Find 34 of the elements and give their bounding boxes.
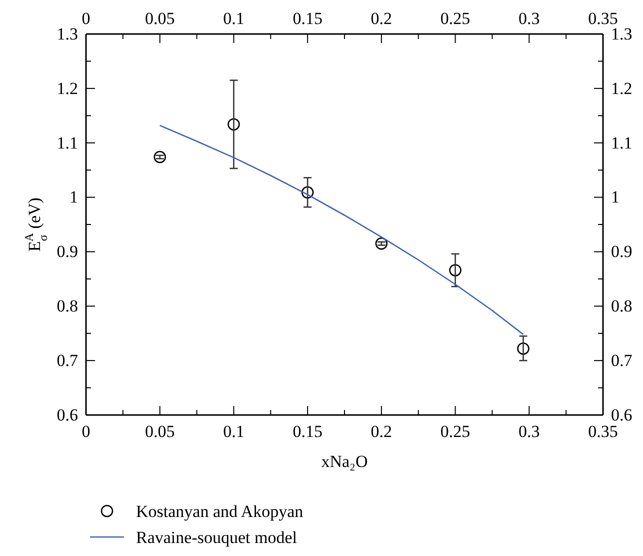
y-tick-label: 0.8 [56,296,78,316]
x-tick-label: 0 [82,9,90,28]
y-tick-label: 1.2 [56,78,78,98]
x2-tick-label: 0.1 [223,422,244,442]
y-tick-label: 1.3 [56,24,78,44]
y2-tick-label: 1 [611,188,620,207]
x-axis-title: xNa₂O [321,452,368,471]
x2-tick-label: 0.05 [144,422,175,442]
x-tick-label: 0.25 [440,9,470,28]
y2-tick-label: 0.9 [611,242,632,262]
y-tick-label: 0.9 [56,242,78,262]
y2-tick-label: 0.7 [611,351,633,370]
x2-tick-label: 0.15 [292,422,322,442]
x2-tick-label: 0 [82,422,90,442]
y-tick-label: 1.1 [56,133,78,152]
y2-tick-label: 0.8 [611,296,632,316]
x-tick-label: 0.15 [292,9,322,28]
x-tick-label: 0.2 [370,9,392,28]
y-tick-label: 1 [70,188,78,207]
x2-tick-label: 0.2 [370,422,392,442]
x2-tick-label: 0.3 [518,422,540,442]
x2-tick-label: 0.35 [588,422,618,442]
legend-label: Ravaine-souquet model [136,528,298,547]
y2-tick-label: 1.1 [611,133,632,152]
line-series [159,124,524,336]
y-tick-label: 0.7 [56,351,78,370]
x-tick-label: 0.3 [518,9,540,28]
x-tick-label: 0.1 [223,9,244,28]
legend-label: Kostanyan and Akopyan [136,502,304,521]
x-tick-label: 0.05 [144,9,175,28]
y2-tick-label: 1.2 [611,78,632,98]
x2-tick-label: 0.25 [440,422,470,442]
y-tick-label: 0.6 [56,405,78,424]
y2-tick-label: 0.6 [611,405,632,424]
